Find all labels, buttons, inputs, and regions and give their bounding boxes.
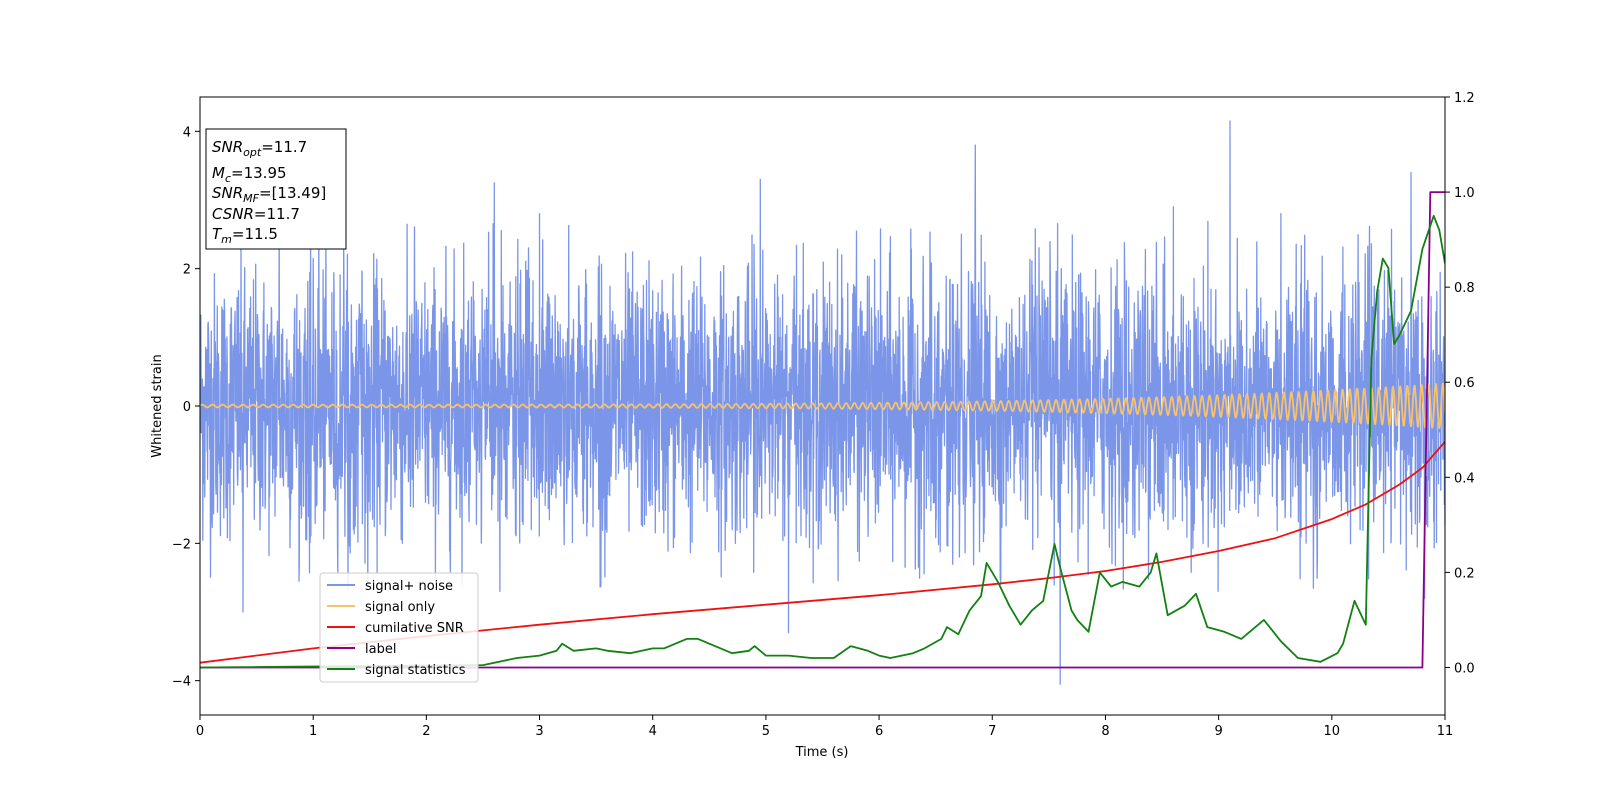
series-line-cumilative-snr: [200, 441, 1445, 664]
x-tick-label: 2: [422, 724, 430, 739]
annotation-line: CSNR=11.7: [212, 205, 300, 223]
legend: signal+ noise signal only cumilative SNR la…: [319, 572, 479, 683]
legend-entry: label: [365, 642, 396, 657]
x-tick-label: 9: [1214, 724, 1222, 739]
x-tick-label: 3: [535, 724, 543, 739]
x-tick-label: 8: [1101, 724, 1109, 739]
x-tick-label: 4: [649, 724, 657, 739]
x-tick-label: 10: [1324, 724, 1341, 739]
y-tick-label-left: 0: [183, 400, 191, 415]
x-axis-label: Time (s): [795, 745, 849, 760]
annotation-frame: [205, 128, 347, 250]
annotation-line: Tm=11.5: [212, 225, 278, 246]
y-tick-label-left: 2: [183, 263, 191, 278]
x-tick-label: 7: [988, 724, 996, 739]
y-tick-label-right: 0.0: [1454, 661, 1475, 676]
y-tick-label-right: 0.8: [1454, 281, 1475, 296]
x-tick-label: 0: [196, 724, 204, 739]
series-layer: [200, 120, 1445, 685]
x-tick-label: 11: [1437, 724, 1454, 739]
series-line-signal-noise: [200, 120, 1445, 685]
legend-entry: cumilative SNR: [365, 621, 464, 636]
legend-entry: signal statistics: [365, 663, 466, 678]
x-tick-label: 1: [309, 724, 317, 739]
y-tick-label-right: 1.2: [1454, 91, 1475, 106]
x-tick-label: 6: [875, 724, 883, 739]
y-tick-label-right: 1.0: [1454, 186, 1475, 201]
legend-entry: signal+ noise: [365, 579, 453, 594]
x-tick-label: 5: [762, 724, 770, 739]
y-tick-label-left: −2: [172, 537, 191, 552]
y-axis-label: Whitened strain: [150, 354, 165, 457]
y-tick-label-right: 0.4: [1454, 471, 1475, 486]
y-tick-label-right: 0.6: [1454, 376, 1475, 391]
y-tick-label-left: 4: [183, 125, 191, 140]
series-line-label: [200, 191, 1445, 669]
annotation-box: SNRopt=11.7 Mc=13.95SNRMF=[13.49]CSNR=11.…: [205, 128, 347, 250]
annotation-line: SNRopt=11.7: [212, 138, 307, 159]
ticks-layer: 0 1 2 3 4 5 6 7 8 9 10 11 −4 −2 0 2 4 0.0 0.2 0.4 0.6 0.8 1.0 1…: [172, 91, 1475, 739]
legend-entry: signal only: [365, 600, 435, 615]
legend-frame: [319, 572, 479, 683]
series-line-signal-statistics: [200, 214, 1445, 669]
annotation-line: Mc=13.95: [212, 164, 287, 185]
y-tick-label-right: 0.2: [1454, 566, 1475, 581]
y-tick-label-left: −4: [172, 675, 191, 690]
annotation-line: SNRMF=[13.49]: [212, 184, 326, 205]
series-line-signal-only: [200, 382, 1445, 429]
